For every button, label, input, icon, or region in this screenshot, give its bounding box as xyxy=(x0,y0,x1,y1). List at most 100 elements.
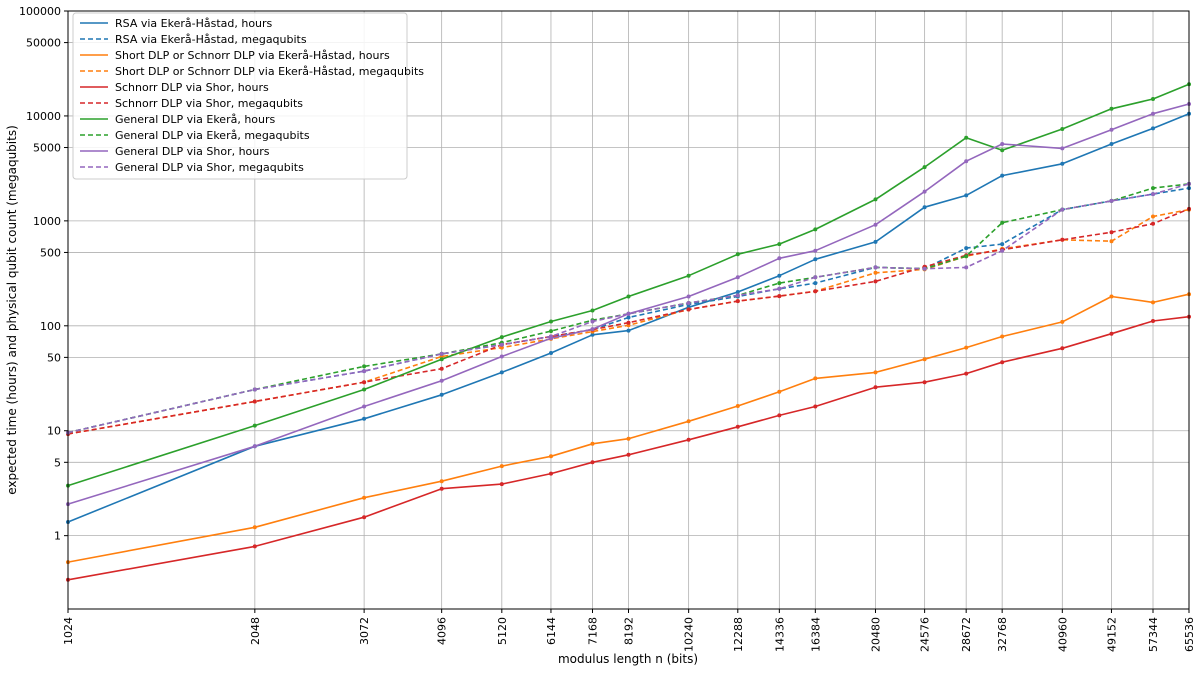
data-point xyxy=(686,307,691,312)
series-line xyxy=(67,208,1190,435)
y-tick-label: 500 xyxy=(40,246,61,259)
data-point xyxy=(1151,300,1155,305)
data-point xyxy=(252,387,257,392)
y-tick-label: 10 xyxy=(47,425,61,438)
y-tick-label: 50000 xyxy=(26,37,61,50)
x-tick-label: 12288 xyxy=(732,617,745,652)
data-point xyxy=(1109,106,1114,111)
data-point xyxy=(964,159,969,164)
data-point xyxy=(590,327,595,332)
y-tick-label: 1 xyxy=(54,530,61,543)
data-point xyxy=(922,357,927,362)
data-point xyxy=(1109,230,1114,235)
data-point xyxy=(362,404,367,409)
data-point xyxy=(439,392,444,397)
x-tick-label: 16384 xyxy=(809,617,822,652)
data-point xyxy=(964,345,969,350)
data-point xyxy=(735,299,740,304)
y-tick-label: 5 xyxy=(54,456,61,469)
x-tick-label: 40960 xyxy=(1056,617,1069,652)
legend-label: General DLP via Ekerå, megaqubits xyxy=(115,129,310,142)
data-point xyxy=(1000,173,1005,178)
data-point xyxy=(626,315,631,320)
data-point xyxy=(735,404,740,408)
x-tick-label: 20480 xyxy=(869,617,882,652)
data-point xyxy=(252,444,257,449)
data-point xyxy=(499,342,504,347)
legend-label: RSA via Ekerå-Håstad, megaqubits xyxy=(115,33,307,46)
data-point xyxy=(735,290,740,294)
data-point xyxy=(1109,331,1114,336)
data-point xyxy=(590,441,595,446)
x-tick-label: 4096 xyxy=(436,617,449,645)
data-point xyxy=(1060,127,1065,131)
data-point xyxy=(1109,239,1114,244)
data-point xyxy=(626,436,631,441)
data-point xyxy=(777,294,782,299)
data-point xyxy=(362,369,367,374)
data-point xyxy=(1000,148,1005,153)
x-tick-label: 10240 xyxy=(683,617,696,652)
data-point xyxy=(1151,111,1155,116)
x-tick-label: 1024 xyxy=(62,617,75,645)
data-point xyxy=(549,454,553,459)
x-axis: 1024 2048 3072 4096 5120 6144 7168 8192 10240 122… xyxy=(62,609,1196,652)
series-line xyxy=(67,112,1190,523)
data-point xyxy=(777,281,782,286)
data-point xyxy=(626,452,631,457)
data-point xyxy=(1151,126,1155,131)
data-point xyxy=(1151,214,1155,219)
legend-label: General DLP via Ekerå, hours xyxy=(115,113,276,126)
data-point xyxy=(362,416,367,421)
y-tick-label: 1000 xyxy=(33,215,61,228)
legend-box xyxy=(72,12,408,180)
data-point xyxy=(813,227,818,232)
data-point xyxy=(777,273,782,278)
data-point xyxy=(590,319,595,324)
series-6 xyxy=(66,82,1191,488)
data-point xyxy=(1060,146,1065,151)
x-tick-label: 57344 xyxy=(1147,617,1160,652)
series-line xyxy=(67,83,1190,487)
data-point xyxy=(499,345,504,350)
data-point xyxy=(549,329,553,334)
data-point xyxy=(439,366,444,371)
legend-label: General DLP via Shor, hours xyxy=(115,145,270,158)
data-point xyxy=(777,389,782,394)
data-point xyxy=(873,197,878,202)
data-point xyxy=(1000,360,1005,365)
data-point xyxy=(499,370,504,375)
data-point xyxy=(1000,248,1005,253)
data-point xyxy=(735,293,740,298)
data-point xyxy=(1060,161,1065,166)
data-point xyxy=(964,193,969,198)
data-point xyxy=(686,301,691,305)
x-tick-label: 65536 xyxy=(1183,617,1196,652)
data-point xyxy=(1109,127,1114,132)
data-point xyxy=(873,222,878,227)
series-2 xyxy=(66,292,1191,565)
data-point xyxy=(813,275,818,280)
data-point xyxy=(813,281,818,286)
data-point xyxy=(777,413,782,418)
series-9 xyxy=(66,181,1191,435)
data-point xyxy=(549,319,553,324)
data-point xyxy=(1000,242,1005,247)
data-point xyxy=(873,279,878,284)
data-point xyxy=(873,270,878,275)
x-tick-label: 28672 xyxy=(960,617,973,652)
data-point xyxy=(590,308,595,313)
data-point xyxy=(1151,186,1155,191)
data-point xyxy=(1000,142,1005,146)
series-line xyxy=(67,183,1190,434)
data-point xyxy=(922,205,927,210)
data-point xyxy=(1060,346,1065,351)
series-line xyxy=(67,315,1190,581)
data-point xyxy=(1151,319,1155,323)
data-point xyxy=(439,351,444,356)
legend-label: General DLP via Shor, megaqubits xyxy=(115,161,304,174)
series-8 xyxy=(66,102,1191,507)
y-tick-label: 100 xyxy=(40,320,61,333)
data-point xyxy=(1109,142,1114,146)
series-line xyxy=(67,103,1190,505)
